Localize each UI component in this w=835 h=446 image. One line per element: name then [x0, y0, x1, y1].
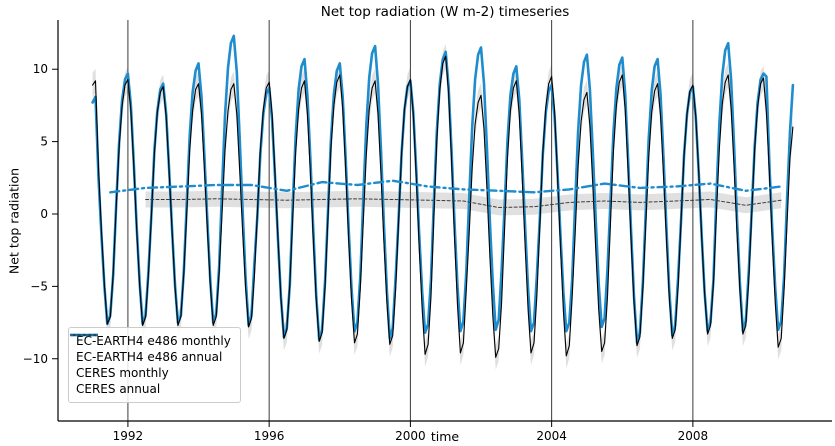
svg-text:5: 5 — [40, 135, 48, 149]
svg-text:10: 10 — [33, 62, 48, 76]
svg-text:1996: 1996 — [254, 429, 285, 443]
chart-title: Net top radiation (W m-2) timeseries — [320, 4, 570, 20]
legend-label: EC-EARTH4 e486 annual — [76, 350, 223, 364]
legend-line-sample-gray-dashed — [70, 334, 98, 336]
svg-text:1992: 1992 — [113, 429, 144, 443]
svg-text:2000: 2000 — [395, 429, 426, 443]
legend: EC-EARTH4 e486 monthly EC-EARTH4 e486 an… — [68, 327, 241, 403]
legend-label: EC-EARTH4 e486 monthly — [76, 334, 231, 348]
svg-text:−10: −10 — [23, 352, 48, 366]
legend-item-ecearth-annual: EC-EARTH4 e486 annual — [70, 333, 231, 365]
legend-item-ecearth-monthly: EC-EARTH4 e486 monthly — [70, 333, 231, 349]
legend-label: CERES annual — [76, 382, 161, 396]
legend-item-ceres-annual: CERES annual — [70, 334, 231, 397]
svg-text:0: 0 — [40, 207, 48, 221]
legend-label: CERES monthly — [76, 366, 169, 380]
svg-text:2008: 2008 — [678, 429, 709, 443]
svg-text:−5: −5 — [30, 279, 48, 293]
x-axis-label: time — [430, 429, 460, 444]
legend-item-ceres-monthly: CERES monthly — [70, 334, 231, 381]
svg-text:2004: 2004 — [536, 429, 567, 443]
